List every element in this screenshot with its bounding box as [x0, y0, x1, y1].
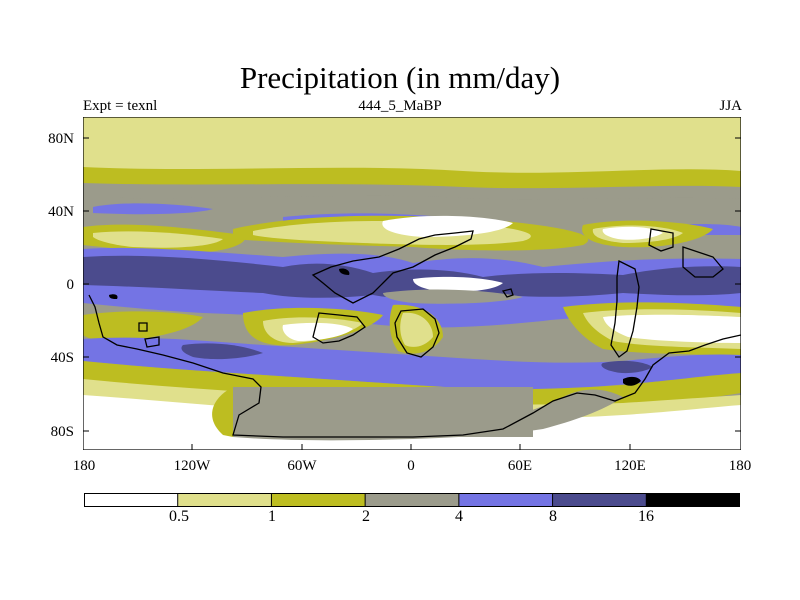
colorbar-label-4: 4 [455, 508, 463, 525]
lon-tick-120e: 120E [614, 458, 646, 474]
colorbar-cell-4 [458, 493, 554, 507]
lon-tick-180e: 180 [728, 458, 752, 474]
colorbar-label-1: 1 [268, 508, 276, 525]
season-label: JJA [719, 98, 742, 114]
lon-tick-120w: 120W [173, 458, 211, 474]
lat-tick-40n: 40N [48, 204, 74, 220]
lat-tick-40s: 40S [50, 350, 74, 366]
colorbar-cell-2 [271, 493, 366, 507]
lat-tick-0: 0 [66, 277, 75, 293]
lat-tick-80n: 80N [48, 131, 74, 147]
precipitation-map [83, 117, 741, 450]
colorbar-label-2: 2 [362, 508, 370, 525]
lon-tick-60w: 60W [287, 458, 317, 474]
colorbar-label-8: 8 [549, 508, 557, 525]
lat-tick-80s: 80S [50, 424, 74, 440]
colorbar-cell-1 [177, 493, 272, 507]
colorbar-label-0-5: 0.5 [169, 508, 189, 525]
lon-tick-60e: 60E [507, 458, 533, 474]
colorbar-cell-0 [84, 493, 179, 507]
colorbar [84, 493, 740, 507]
lon-tick-0: 0 [407, 458, 415, 474]
colorbar-cell-5 [552, 493, 647, 507]
lon-tick-180w: 180 [72, 458, 96, 474]
experiment-label: Expt = texnl [83, 98, 158, 114]
colorbar-label-16: 16 [638, 508, 654, 525]
period-label: 444_5_MaBP [358, 98, 442, 114]
chart-title: Precipitation (in mm/day) [239, 60, 561, 95]
colorbar-cell-3 [365, 493, 460, 507]
colorbar-cell-6 [646, 493, 740, 507]
